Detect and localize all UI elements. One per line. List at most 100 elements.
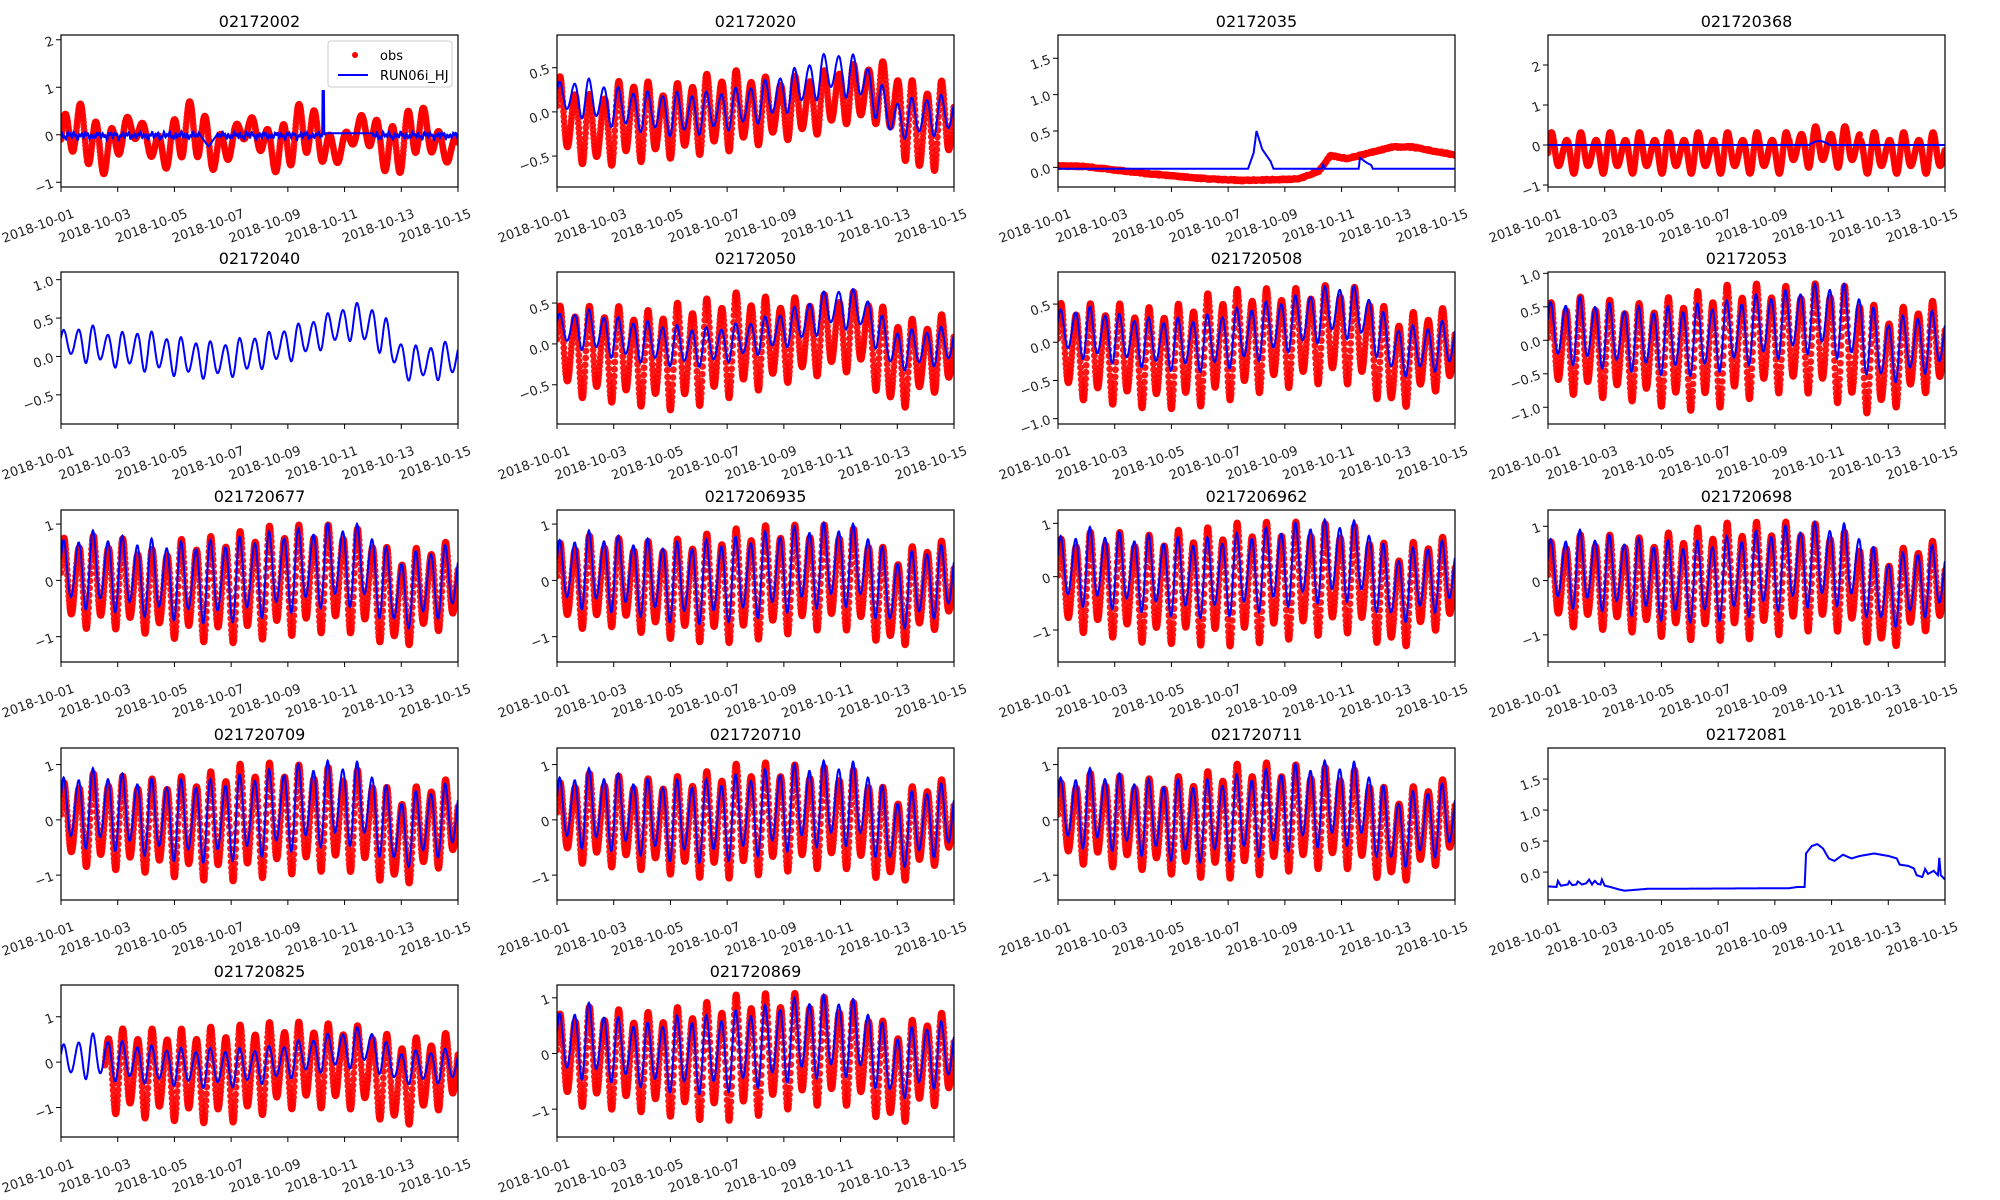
obs-point [678, 363, 686, 371]
obs-point [727, 383, 734, 391]
obs-series [1548, 123, 1945, 177]
panel-title: 02172050 [715, 249, 796, 268]
y-tick-label: 0 [43, 129, 56, 146]
obs-point [581, 361, 589, 369]
obs-point [640, 137, 647, 144]
y-tick-label: −0.5 [21, 389, 56, 414]
obs-point [589, 346, 597, 354]
obs-point [698, 370, 706, 378]
obs-point [620, 364, 627, 372]
panel-02172040: 02172040−0.50.00.51.02018-10-012018-10-0… [0, 249, 473, 484]
plot-area [1058, 130, 1455, 185]
obs-point [913, 137, 921, 145]
obs-point [560, 339, 567, 346]
legend-obs-label: obs [380, 49, 403, 64]
obs-point [669, 137, 677, 144]
obs-point [454, 139, 458, 146]
obs-point [575, 351, 583, 359]
obs-point [634, 367, 642, 374]
obs-point [557, 335, 561, 343]
obs-point [928, 139, 936, 146]
obs-point [639, 384, 647, 392]
obs-point [693, 374, 701, 382]
obs-point [582, 124, 590, 131]
obs-point [684, 365, 692, 372]
y-tick-label: 0.0 [32, 351, 57, 372]
panel-021720368: 021720368−10122018-10-012018-10-032018-1… [1487, 12, 1960, 247]
obs-point [734, 304, 742, 312]
y-tick-label: 0.5 [528, 62, 553, 83]
obs-point [634, 133, 642, 141]
obs-point [640, 364, 648, 372]
obs-point [611, 366, 618, 373]
obs-point [582, 347, 590, 355]
obs-point [574, 114, 582, 122]
obs-point [619, 353, 627, 360]
obs-point [683, 370, 691, 377]
legend-model-label: RUN06i_HJ [380, 69, 449, 84]
y-tick-label: 0.0 [1029, 162, 1054, 183]
obs-point [669, 381, 677, 389]
obs-point [727, 130, 735, 138]
y-tick-label: 1 [1530, 99, 1543, 116]
obs-point [619, 359, 627, 366]
obs-point [648, 360, 656, 368]
obs-point [560, 344, 568, 352]
obs-point [670, 366, 677, 374]
y-tick-label: 0.5 [1029, 125, 1054, 146]
obs-point [582, 118, 590, 126]
y-tick-label: 1.5 [1029, 53, 1054, 74]
obs-point [698, 377, 706, 385]
obs-point [684, 360, 692, 367]
obs-point [575, 124, 583, 132]
obs-point [1856, 131, 1864, 138]
obs-point [610, 144, 618, 152]
obs-point [678, 369, 686, 377]
obs-point [649, 366, 656, 374]
obs-point [611, 133, 618, 141]
plot-area [61, 301, 458, 382]
obs-point [723, 365, 730, 373]
obs-point [576, 363, 583, 371]
obs-point [698, 384, 705, 392]
obs-point [693, 367, 701, 375]
obs-point [582, 354, 589, 362]
obs-point [664, 373, 671, 381]
obs-point [728, 365, 735, 373]
y-tick-label: 0.5 [32, 312, 57, 333]
obs-point [604, 125, 612, 132]
obs-point [610, 384, 617, 392]
obs-point [713, 359, 721, 367]
obs-point [575, 357, 583, 365]
obs-point [757, 355, 765, 363]
obs-point [640, 371, 648, 379]
legend: obs RUN06i_HJ [327, 40, 453, 88]
obs-point [1451, 151, 1455, 159]
panel-02172050: 02172050−0.50.00.52018-10-012018-10-0320… [496, 249, 969, 484]
obs-point [727, 378, 735, 386]
obs-point [932, 156, 940, 164]
obs-point [933, 151, 940, 159]
model-line [61, 90, 458, 148]
panel-title: 02172035 [1216, 12, 1297, 31]
model-line [1058, 130, 1455, 170]
obs-point [691, 323, 698, 331]
obs-point [575, 129, 583, 137]
y-tick-label: 0.0 [528, 106, 553, 127]
obs-point [705, 307, 712, 315]
obs-point [903, 144, 911, 152]
obs-series [557, 58, 954, 175]
obs-point [576, 134, 583, 142]
obs-point [708, 361, 715, 369]
obs-point [611, 127, 619, 135]
obs-point [675, 313, 683, 320]
obs-point [605, 365, 613, 373]
obs-point [581, 134, 589, 142]
obs-point [697, 390, 705, 397]
plot-area [557, 287, 954, 414]
obs-point [610, 149, 617, 157]
obs-point [705, 318, 713, 325]
obs-point [576, 369, 584, 377]
y-tick-label: 0 [1530, 139, 1543, 156]
obs-point [756, 373, 764, 381]
